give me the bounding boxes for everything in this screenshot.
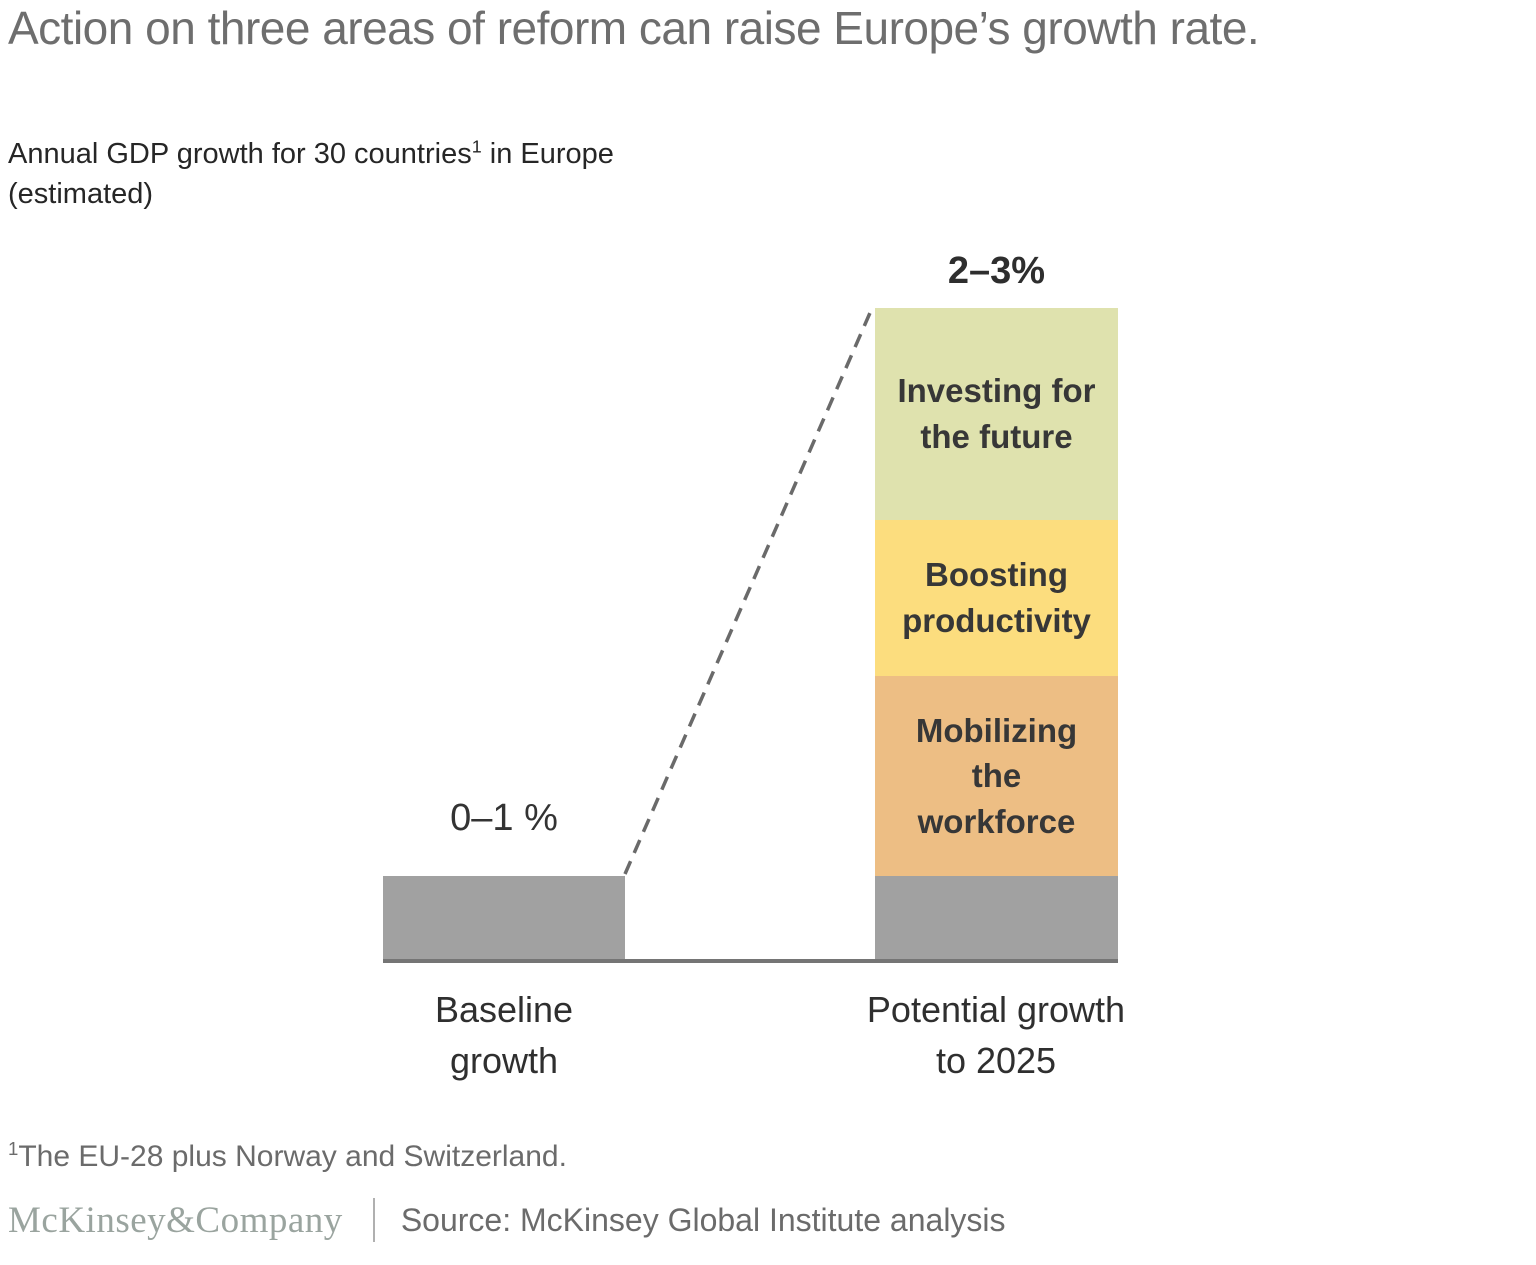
segment-boosting-productivity: Boosting productivity [875,520,1118,676]
value-label-potential: 2–3% [947,250,1046,292]
subtitle-footnote-marker: 1 [471,136,482,157]
segment-label: Investing for the future [897,372,1096,455]
baseline-growth-bar [383,876,625,961]
potential-growth-bar: Investing for the future Boosting produc… [875,308,1118,961]
segment-label: Mobilizing the workforce [915,711,1078,840]
source-attribution: Source: McKinsey Global Institute analys… [400,1201,1006,1238]
mckinsey-company-logo: McKinsey&Company [8,1199,343,1241]
segment-mobilizing-the-workforce: Mobilizing the workforce [875,676,1118,876]
footer: McKinsey&Company Source: McKinsey Global… [8,1198,1006,1242]
subtitle-line2: (estimated) [8,178,154,211]
subtitle-line1: Annual GDP growth for 30 countries [8,138,472,170]
page-title: Action on three areas of reform can rais… [8,2,1260,54]
subtitle-line1-rest: in Europe [481,138,614,170]
footnote: 1The EU-28 plus Norway and Switzerland. [8,1138,567,1174]
segment-label: Boosting productivity [902,556,1091,639]
axis-label-potential-growth: Potential growth to 2025 [866,989,1126,1082]
segment-baseline-carryover [875,876,1118,961]
x-axis-line [383,959,1118,963]
value-label-baseline: 0–1 % [450,797,558,839]
segment-investing-for-the-future: Investing for the future [875,308,1118,520]
footnote-text: The EU-28 plus Norway and Switzerland. [18,1140,567,1173]
axis-label-baseline-growth: Baseline growth [434,989,574,1082]
footnote-marker: 1 [8,1138,19,1159]
chart-subtitle: Annual GDP growth for 30 countries1 in E… [8,134,614,214]
footer-divider [372,1198,375,1242]
